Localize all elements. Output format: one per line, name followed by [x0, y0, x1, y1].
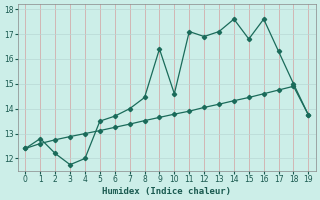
X-axis label: Humidex (Indice chaleur): Humidex (Indice chaleur)	[102, 187, 231, 196]
